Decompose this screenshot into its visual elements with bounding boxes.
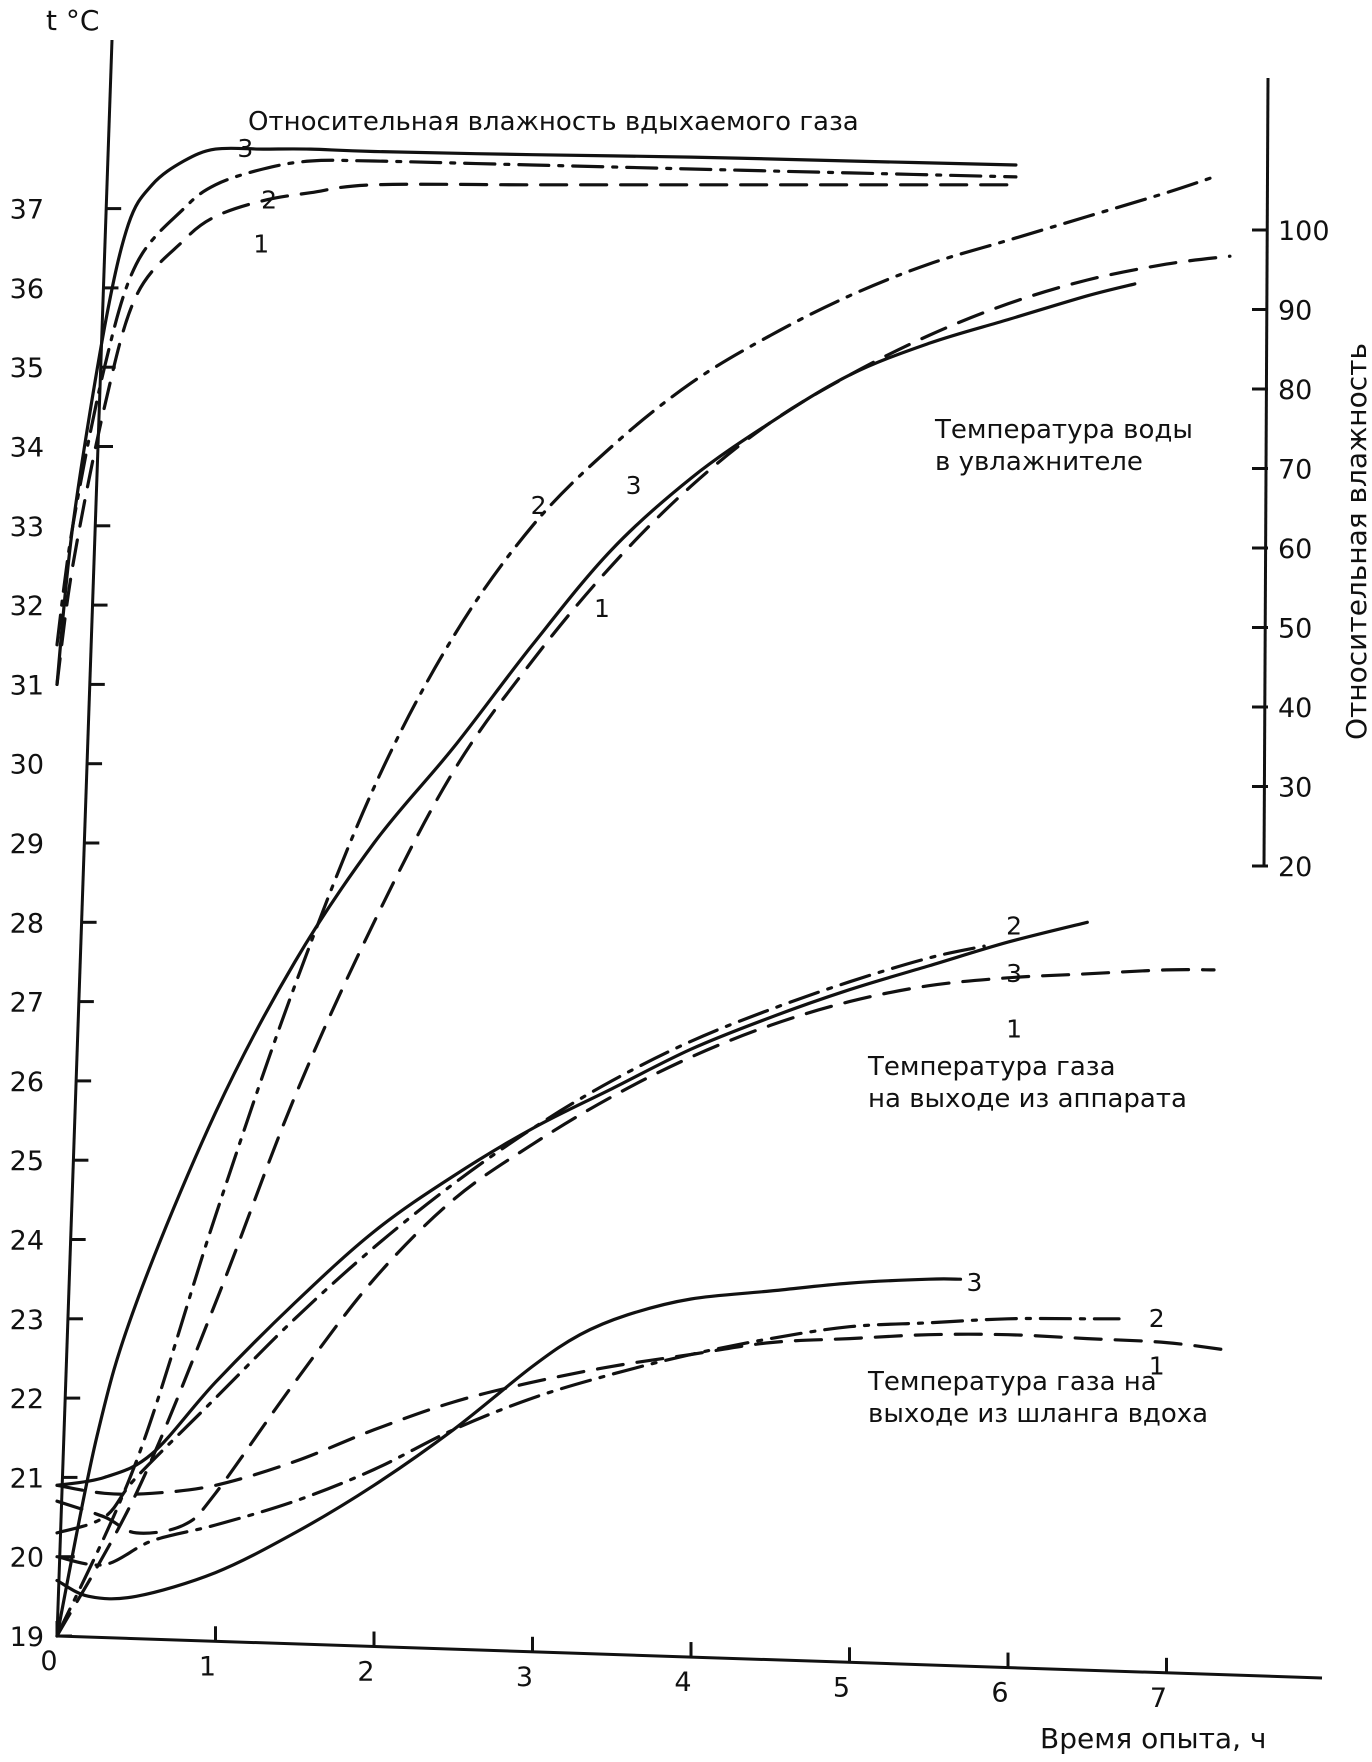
series-line — [55, 146, 1018, 686]
series-label: 1 — [1149, 1351, 1165, 1380]
y-tick-label: 35 — [10, 353, 44, 384]
x-tick-label: 5 — [833, 1672, 850, 1703]
y-tick-label: 25 — [10, 1146, 44, 1177]
series-line — [55, 1316, 1121, 1567]
y2-tick-label: 60 — [1278, 534, 1312, 565]
annotation-device-line2: на выходе из аппарата — [868, 1084, 1187, 1114]
series-line — [55, 944, 986, 1535]
series-label: 3 — [237, 134, 253, 163]
x-tick-label: 3 — [516, 1662, 533, 1693]
series-line — [55, 1277, 963, 1601]
y2-tick-label: 40 — [1278, 693, 1312, 724]
x-axis-label: Время опыта, ч — [1040, 1722, 1266, 1755]
curve-group — [55, 175, 1232, 1638]
x-tick-label: 4 — [674, 1667, 691, 1698]
y-axis-line — [55, 39, 114, 1637]
y-tick-label: 34 — [10, 433, 44, 464]
series-label: 2 — [531, 491, 547, 520]
annotation-device-line1: Температура газа — [867, 1052, 1116, 1082]
y-tick-label: 36 — [10, 274, 44, 305]
x-tick-label: 0 — [40, 1646, 57, 1677]
series-line — [55, 1332, 1232, 1496]
labels: t °C Время опыта, ч Относительная влажно… — [46, 4, 1372, 1755]
y2-axis-label: Относительная влажность — [1340, 343, 1372, 740]
y-tick-label: 21 — [10, 1463, 44, 1494]
series-line — [55, 254, 1232, 1638]
annotation-humidity: Относительная влажность вдыхаемого газа — [248, 107, 859, 137]
series-label: 2 — [1149, 1304, 1165, 1333]
series-label: 3 — [626, 471, 642, 500]
curve-group — [55, 1277, 1232, 1601]
y2-tick-label: 80 — [1278, 375, 1312, 406]
annotation-water-line2: в увлажнителе — [935, 447, 1143, 477]
y-tick-label: 31 — [10, 670, 44, 701]
annotation-hose-line2: выходе из шланга вдоха — [868, 1399, 1208, 1429]
x-tick-label: 6 — [991, 1678, 1008, 1709]
y-tick-label: 33 — [10, 512, 44, 543]
x-tick-label: 7 — [1150, 1683, 1167, 1714]
y2-tick-label: 20 — [1278, 852, 1312, 883]
y2-tick-label: 30 — [1278, 773, 1312, 804]
y-tick-label: 22 — [10, 1384, 44, 1415]
series-label: 1 — [1006, 1014, 1022, 1043]
y-tick-label: 20 — [10, 1543, 44, 1574]
y-tick-label: 28 — [10, 908, 44, 939]
series-line — [55, 967, 1216, 1535]
y-tick-label: 26 — [10, 1067, 44, 1098]
y-tick-label: 23 — [10, 1305, 44, 1336]
y-tick-label: 29 — [10, 829, 44, 860]
series-label: 2 — [261, 186, 277, 215]
y-tick-label: 32 — [10, 591, 44, 622]
x-tick-label: 2 — [357, 1657, 374, 1688]
series-label: 3 — [1006, 959, 1022, 988]
curve-group — [55, 920, 1216, 1535]
y-tick-label: 30 — [10, 750, 44, 781]
y2-tick-label: 50 — [1278, 614, 1312, 645]
y-tick-label: 19 — [10, 1622, 44, 1653]
annotation-hose-line1: Температура газа на — [867, 1367, 1157, 1397]
series-label: 1 — [594, 594, 610, 623]
series-line — [55, 920, 1089, 1487]
series-line — [55, 158, 1018, 647]
series-line — [55, 282, 1137, 1638]
y2-tick-label: 70 — [1278, 455, 1312, 486]
y-tick-label: 27 — [10, 988, 44, 1019]
annotation-water-line1: Температура воды — [934, 415, 1193, 445]
y-axis-label: t °C — [46, 4, 99, 37]
series-line — [55, 175, 1216, 1638]
y2-tick-label: 100 — [1278, 216, 1330, 247]
series-label: 3 — [966, 1268, 982, 1297]
y-tick-label: 24 — [10, 1226, 44, 1257]
series-label: 2 — [1006, 911, 1022, 940]
y2-tick-label: 90 — [1278, 296, 1312, 327]
x-tick-label: 1 — [199, 1651, 216, 1682]
y-tick-label: 37 — [10, 195, 44, 226]
series-label: 1 — [253, 229, 269, 258]
series-line — [55, 182, 1018, 686]
curve-group — [55, 146, 1018, 686]
y2-axis-line — [1262, 77, 1270, 867]
